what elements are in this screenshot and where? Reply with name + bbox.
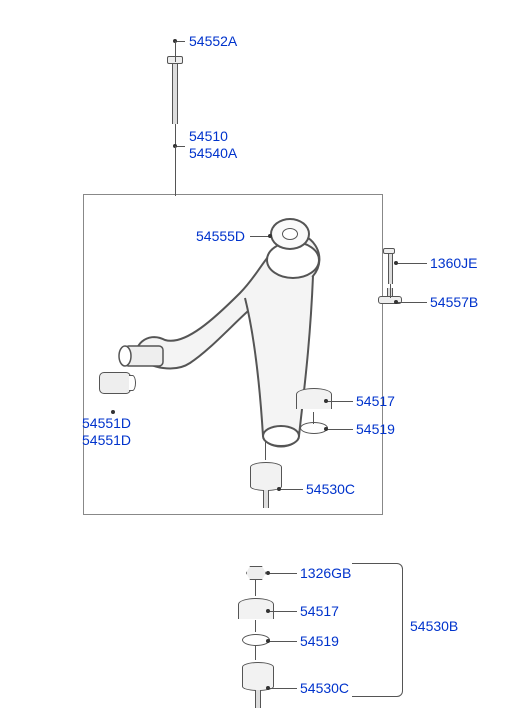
label-54540A[interactable]: 54540A: [189, 145, 237, 161]
leader-line: [268, 611, 297, 612]
guide-line: [390, 284, 391, 298]
guide-line: [255, 646, 256, 660]
guide-line: [313, 412, 314, 424]
label-54555D[interactable]: 54555D: [196, 228, 245, 244]
part-bushing-54555D: [270, 218, 310, 250]
leader-line: [250, 236, 270, 237]
leader-line: [326, 401, 353, 402]
leader-dot: [266, 639, 270, 643]
label-54530C-1[interactable]: 54530C: [306, 481, 355, 497]
leader-line: [396, 263, 427, 264]
leader-dot: [266, 571, 270, 575]
part-nut-1326GB: [246, 566, 266, 580]
label-54519-2[interactable]: 54519: [300, 633, 339, 649]
bracket-54530B: [352, 563, 403, 697]
leader-dot: [324, 427, 328, 431]
leader-line: [268, 688, 297, 689]
label-54519-1[interactable]: 54519: [356, 421, 395, 437]
guide-line: [255, 580, 256, 596]
leader-line: [175, 41, 176, 62]
label-54530C-2[interactable]: 54530C: [300, 680, 349, 696]
label-54557B[interactable]: 54557B: [430, 294, 478, 310]
leader-dot: [394, 261, 398, 265]
label-54530B[interactable]: 54530B: [410, 618, 458, 634]
leader-dot: [111, 410, 115, 414]
leader-line: [279, 489, 303, 490]
guide-line: [255, 620, 256, 632]
label-1326GB[interactable]: 1326GB: [300, 565, 351, 581]
guide-line: [265, 440, 266, 460]
label-54552A[interactable]: 54552A: [189, 33, 237, 49]
leader-dot: [266, 609, 270, 613]
label-1360JE[interactable]: 1360JE: [430, 255, 477, 271]
diagram-canvas: { "colors": { "label": "#0033cc", "line"…: [0, 0, 532, 727]
leader-line: [175, 146, 176, 196]
leader-dot: [268, 234, 272, 238]
leader-dot: [277, 487, 281, 491]
leader-line: [268, 573, 297, 574]
label-54517-1[interactable]: 54517: [356, 393, 395, 409]
leader-line: [396, 302, 427, 303]
label-54551D-b[interactable]: 54551D: [82, 432, 131, 448]
label-54517-2[interactable]: 54517: [300, 603, 339, 619]
leader-dot: [324, 399, 328, 403]
label-54510[interactable]: 54510: [189, 128, 228, 144]
leader-dot: [266, 686, 270, 690]
leader-line: [268, 641, 297, 642]
leader-dot: [394, 300, 398, 304]
leader-line: [326, 429, 353, 430]
label-54551D-a[interactable]: 54551D: [82, 415, 131, 431]
